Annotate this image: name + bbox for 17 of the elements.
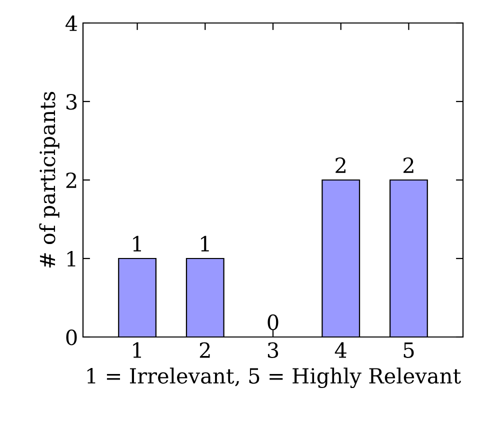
y-tick-label: 1	[67, 250, 76, 266]
x-axis-title: 1 = Irrelevant, 5 = Highly Relevant	[87, 368, 461, 388]
data-label: 1	[201, 236, 209, 252]
x-tick-label: 3	[268, 342, 278, 358]
data-label: 2	[336, 157, 346, 173]
data-label: 0	[268, 314, 278, 330]
x-tick-label: 5	[404, 342, 414, 358]
y-tick-label: 3	[66, 94, 77, 110]
x-tick-label: 4	[334, 342, 346, 358]
data-label: 1	[133, 236, 141, 252]
y-axis-title: # of participants	[39, 92, 60, 268]
y-tick-label: 0	[66, 329, 77, 346]
x-tick-label: 2	[200, 342, 210, 358]
data-label: 2	[404, 157, 414, 173]
x-tick-label: 1	[133, 342, 141, 358]
y-tick-label: 2	[66, 172, 76, 188]
y-tick-label: 4	[66, 15, 78, 31]
